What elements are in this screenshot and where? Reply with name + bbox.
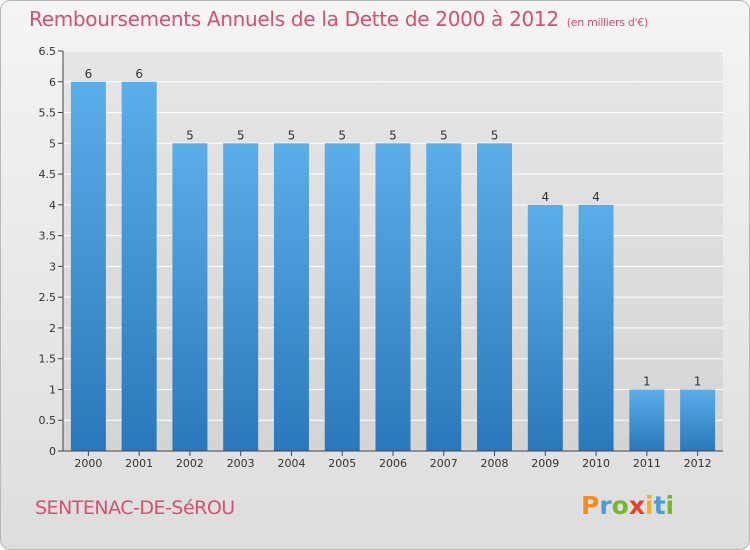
y-tick-label: 0.5 [39,414,57,427]
logo-letter: t [653,491,666,520]
y-tick-label: 1 [49,383,56,396]
bar-value-label: 5 [237,128,245,142]
x-tick-label: 2005 [328,457,356,470]
logo-letter: i [665,491,675,520]
bar [273,143,309,452]
x-tick-label: 2008 [481,457,509,470]
bar [223,143,259,452]
x-tick-label: 2000 [74,457,102,470]
bar-value-label: 6 [85,67,93,81]
x-tick-label: 2006 [379,457,407,470]
title-text: Remboursements Annuels de la Dette de 20… [29,7,559,31]
y-tick-label: 1.5 [39,353,57,366]
y-tick-label: 2 [49,322,56,335]
x-tick-label: 2012 [684,457,712,470]
logo-letter: P [581,491,600,520]
bar-value-label: 5 [491,128,499,142]
x-tick-label: 2007 [430,457,458,470]
y-tick-label: 3.5 [39,230,57,243]
y-tick-label: 6 [49,76,56,89]
bar [172,143,208,452]
x-tick-label: 2009 [531,457,559,470]
y-tick-label: 3 [49,260,56,273]
bar [121,81,157,452]
y-tick-label: 2.5 [39,291,57,304]
bar [680,389,716,451]
x-tick-label: 2001 [125,457,153,470]
bar-value-label: 5 [440,128,448,142]
bar [426,143,462,452]
logo-letter: r [599,491,612,520]
logo-letter: i [645,491,654,520]
bar-value-label: 5 [186,128,194,142]
bar [477,143,513,452]
bar-value-label: 6 [135,67,143,81]
bar-value-label: 5 [389,128,397,142]
axes: 0 0.5 1 1.5 2 2.5 3 3.5 4 4.5 5 5.5 6 6.5 2000 2001 2002… [39,45,723,470]
logo-letter: o [611,491,629,520]
y-tick-label: 5.5 [39,107,57,120]
logo-letter: x [628,491,645,520]
bar [629,389,665,451]
x-tick-label: 2003 [227,457,255,470]
chart-title: Remboursements Annuels de la Dette de 20… [29,7,648,31]
bar-value-label: 1 [643,374,651,388]
bar-value-label: 4 [592,190,600,204]
x-tick-label: 2002 [176,457,204,470]
bar [70,81,106,452]
y-tick-label: 0 [49,445,56,458]
bar-value-label: 5 [288,128,296,142]
y-tick-label: 4 [49,199,56,212]
bar-value-label: 5 [338,128,346,142]
bar [375,143,411,452]
x-tick-label: 2010 [582,457,610,470]
bar [578,204,614,451]
y-tick-label: 4.5 [39,168,57,181]
x-tick-label: 2004 [277,457,305,470]
bar [527,204,563,451]
chart-subtitle: (en milliers d'€) [566,16,648,29]
bar-value-label: 1 [694,374,702,388]
bars: 6 6 5 5 5 5 5 5 5 4 4 1 1 [70,67,716,452]
y-tick-label: 6.5 [39,45,57,58]
y-tick-label: 5 [49,137,56,150]
bar [324,143,360,452]
x-tick-label: 2011 [633,457,661,470]
commune-name: SENTENAC-DE-SéROU [35,497,235,519]
proxiti-logo: Proxiti [581,491,674,520]
bar-value-label: 4 [541,190,549,204]
